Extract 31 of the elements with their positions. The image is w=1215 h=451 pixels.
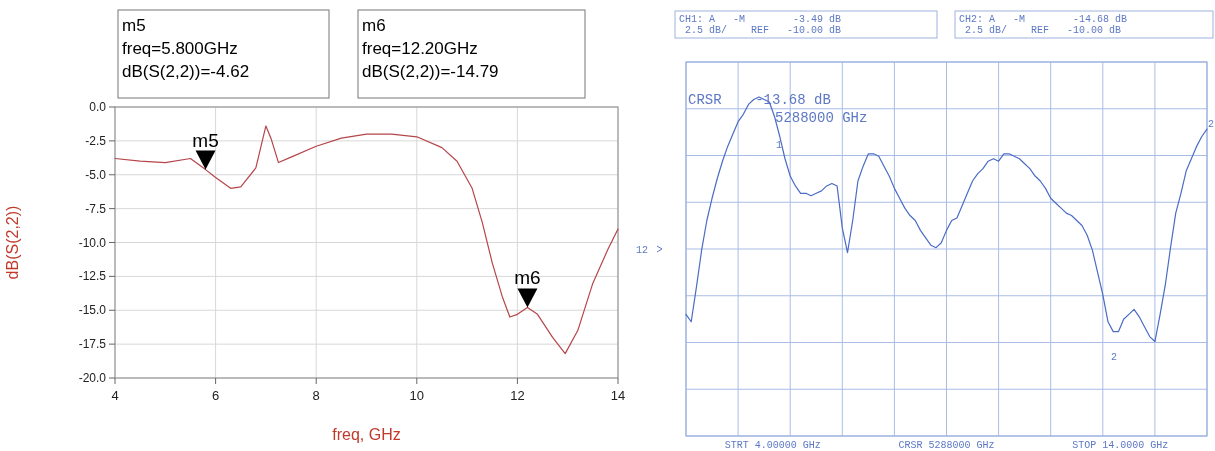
y-tick-label: -2.5 <box>85 133 107 148</box>
y-tick-label: -17.5 <box>78 337 107 352</box>
text: CH2: A -M -14.68 dB 2.5 dB/ REF -10.00 dB <box>959 14 1128 36</box>
line-series <box>114 125 619 355</box>
text: STOP 14.0000 GHz <box>1072 440 1169 451</box>
x-tick-label: 8 <box>312 388 320 403</box>
y-axis-title: dB(S(2,2)) <box>4 205 21 280</box>
text: 2 <box>1111 352 1118 363</box>
y-tick-label: -15.0 <box>78 303 107 318</box>
x-axis-title: freq, GHz <box>332 426 401 443</box>
y-tick-label: -12.5 <box>78 269 107 284</box>
annotation: 1 <box>776 140 783 151</box>
y-tick-label: -10.0 <box>78 235 107 250</box>
y-tick-label: -5.0 <box>85 167 107 182</box>
text: m5 freq=5.800GHz dB(S(2,2))=-4.62 <box>122 16 250 81</box>
text: STRT 4.00000 GHz <box>724 440 821 451</box>
x-tick-label: 12 <box>510 388 525 403</box>
text: CRSR 5288000 GHz <box>898 440 995 451</box>
x-tick-label: 10 <box>409 388 425 403</box>
x-tick-label: 4 <box>111 388 119 403</box>
y-tick-label: 0.0 <box>89 100 107 114</box>
text: CH1: A -M -3.49 dB 2.5 dB/ REF -10.00 dB <box>679 14 842 36</box>
text: m6 freq=12.20GHz dB(S(2,2))=-14.79 <box>362 16 499 81</box>
annotation: m5 <box>192 129 219 151</box>
x-tick-label: 14 <box>610 388 626 403</box>
y-tick-label: -7.5 <box>85 201 107 216</box>
text: 12 <box>635 245 648 256</box>
x-tick-label: 6 <box>211 388 220 403</box>
y-tick-label: -20.0 <box>78 371 107 385</box>
annotation: m6 <box>514 267 541 289</box>
text: 2 <box>1208 119 1215 130</box>
